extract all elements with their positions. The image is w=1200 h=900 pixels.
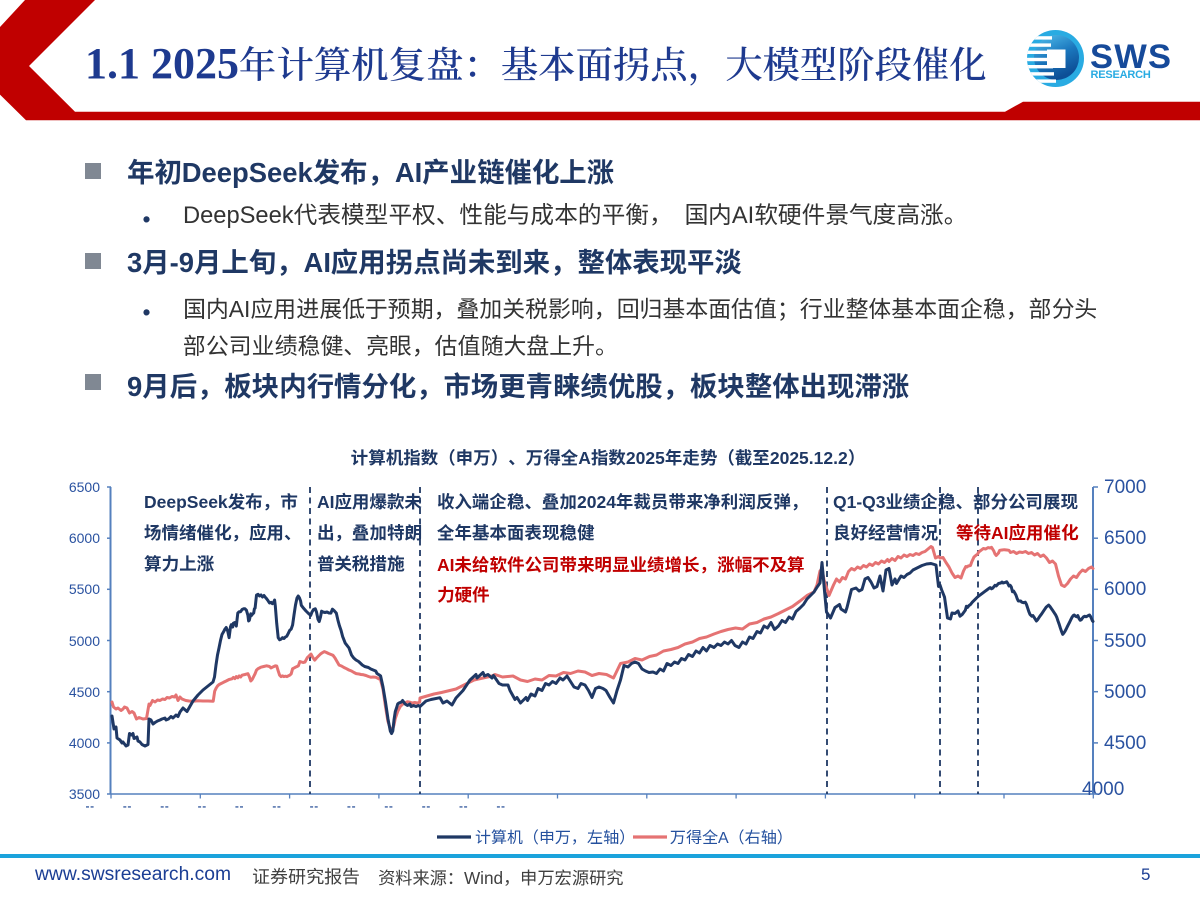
svg-text:DeepSeek发布，市: DeepSeek发布，市 (144, 492, 298, 512)
svg-text:SWS: SWS (1090, 38, 1172, 76)
svg-text:4000: 4000 (69, 735, 100, 751)
svg-text:良好经营情况: 良好经营情况 (833, 523, 938, 543)
svg-text:5500: 5500 (69, 581, 100, 597)
svg-text:计算机（申万，左轴）: 计算机（申万，左轴） (475, 829, 635, 847)
svg-text:全年基本面表现稳健: 全年基本面表现稳健 (437, 523, 595, 543)
svg-text:RESEARCH: RESEARCH (1091, 69, 1151, 81)
svg-text:6500: 6500 (69, 479, 100, 495)
svg-text:Q1-Q3业绩企稳、部分公司展现: Q1-Q3业绩企稳、部分公司展现 (833, 492, 1079, 512)
svg-text:力硬件: 力硬件 (437, 585, 490, 605)
svg-text:5000: 5000 (69, 633, 100, 649)
svg-text:万得全A（右轴）: 万得全A（右轴） (670, 829, 793, 847)
svg-text:3500: 3500 (69, 786, 100, 802)
svg-text:7000: 7000 (1104, 477, 1146, 498)
svg-text:出，叠加特朗: 出，叠加特朗 (317, 523, 422, 543)
svg-text:算力上涨: 算力上涨 (144, 554, 214, 574)
svg-text:场情绪催化，应用、: 场情绪催化，应用、 (144, 523, 302, 543)
svg-text:计算机指数（申万）、万得全A指数2025年走势（截至2025: 计算机指数（申万）、万得全A指数2025年走势（截至2025.12.2） (351, 448, 865, 468)
svg-text:5500: 5500 (1104, 631, 1146, 652)
svg-text:6000: 6000 (1104, 579, 1146, 600)
svg-text:AI应用爆款未: AI应用爆款未 (317, 492, 422, 512)
svg-text:等待AI应用催化: 等待AI应用催化 (956, 523, 1079, 543)
svg-text:6000: 6000 (69, 530, 100, 546)
svg-text:4500: 4500 (1104, 733, 1146, 754)
svg-text:5000: 5000 (1104, 682, 1146, 703)
svg-text:4500: 4500 (69, 684, 100, 700)
svg-text:4000: 4000 (1082, 779, 1124, 800)
svg-text:收入端企稳、叠加2024年裁员带来净利润反弹，: 收入端企稳、叠加2024年裁员带来净利润反弹， (437, 492, 808, 512)
svg-text:普关税措施: 普关税措施 (317, 554, 405, 574)
svg-text:1.1 2025年计算机复盘：基本面拐点，大模型阶段催化: 1.1 2025年计算机复盘：基本面拐点，大模型阶段催化 (85, 39, 987, 88)
svg-text:6500: 6500 (1104, 528, 1146, 549)
svg-text:AI未给软件公司带来明显业绩增长，涨幅不及算: AI未给软件公司带来明显业绩增长，涨幅不及算 (437, 555, 805, 575)
